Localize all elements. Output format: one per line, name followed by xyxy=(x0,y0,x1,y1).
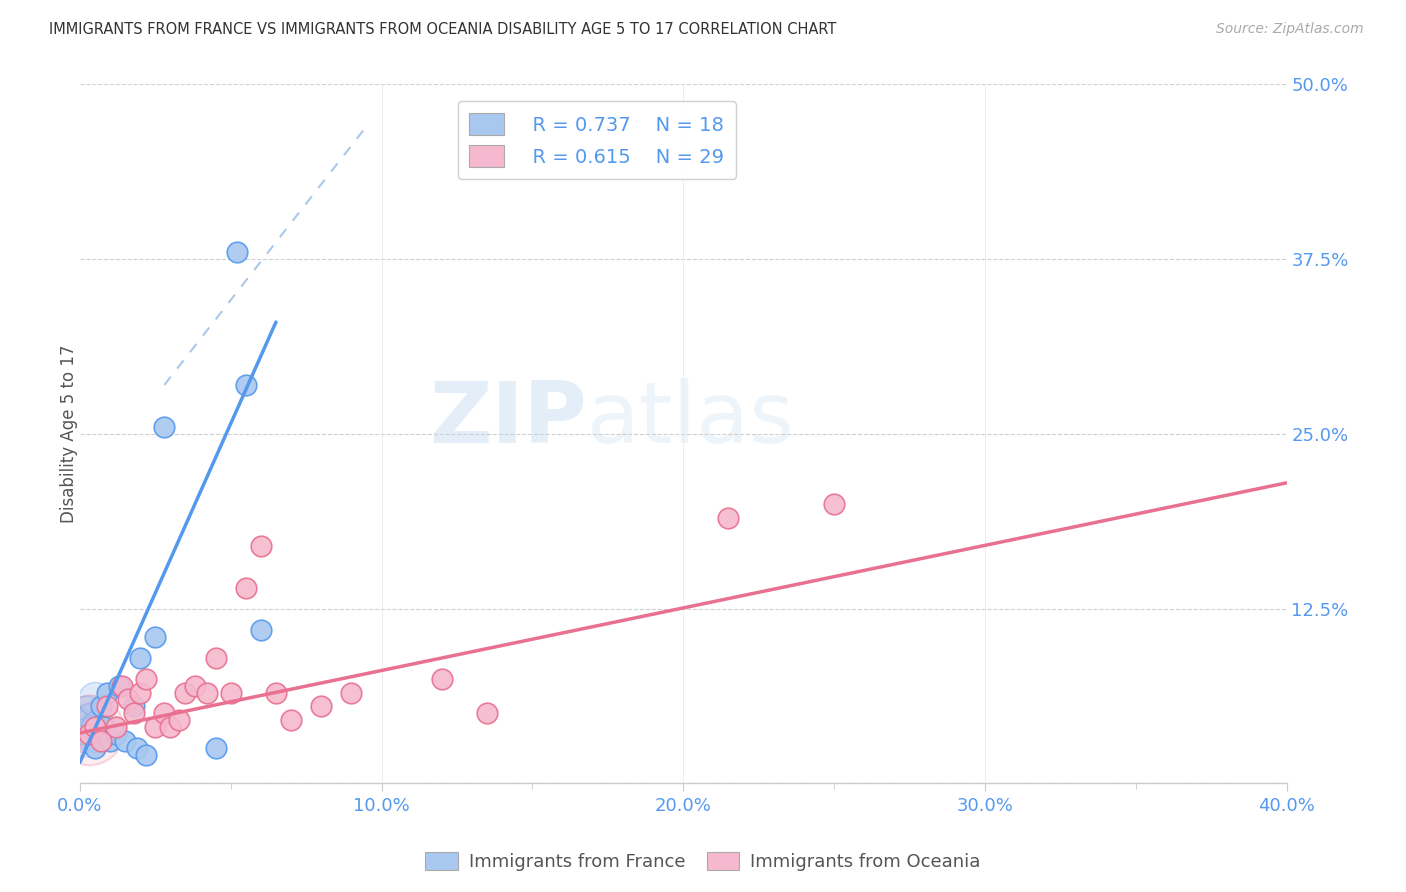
Legend:   R = 0.737    N = 18,   R = 0.615    N = 29: R = 0.737 N = 18, R = 0.615 N = 29 xyxy=(457,101,735,179)
Point xyxy=(195,685,218,699)
Point xyxy=(77,723,100,738)
Text: IMMIGRANTS FROM FRANCE VS IMMIGRANTS FROM OCEANIA DISABILITY AGE 5 TO 17 CORRELA: IMMIGRANTS FROM FRANCE VS IMMIGRANTS FRO… xyxy=(49,22,837,37)
Point xyxy=(77,727,100,741)
Point xyxy=(280,714,302,728)
Point xyxy=(219,685,242,699)
Point xyxy=(122,706,145,721)
Point xyxy=(143,630,166,644)
Point xyxy=(153,420,176,434)
Point xyxy=(183,679,205,693)
Point xyxy=(96,699,118,714)
Point xyxy=(135,672,157,686)
Point xyxy=(84,741,107,756)
Point xyxy=(84,727,107,741)
Point xyxy=(717,510,740,524)
Point xyxy=(153,706,176,721)
Y-axis label: Disability Age 5 to 17: Disability Age 5 to 17 xyxy=(60,344,77,523)
Point xyxy=(122,699,145,714)
Point xyxy=(84,692,107,706)
Point xyxy=(75,727,97,741)
Text: ZIP: ZIP xyxy=(429,378,586,461)
Point xyxy=(108,679,131,693)
Point xyxy=(114,734,136,748)
Point xyxy=(129,685,152,699)
Point xyxy=(117,692,139,706)
Point xyxy=(309,699,332,714)
Point xyxy=(169,714,191,728)
Point xyxy=(430,672,453,686)
Point xyxy=(250,539,273,553)
Point xyxy=(80,714,103,728)
Point xyxy=(127,741,149,756)
Text: atlas: atlas xyxy=(586,378,794,461)
Point xyxy=(823,497,845,511)
Legend: Immigrants from France, Immigrants from Oceania: Immigrants from France, Immigrants from … xyxy=(418,845,988,879)
Point xyxy=(72,721,94,735)
Point xyxy=(475,706,498,721)
Point xyxy=(77,706,100,721)
Point xyxy=(204,650,226,665)
Point xyxy=(225,245,247,260)
Point xyxy=(174,685,197,699)
Point xyxy=(72,721,94,735)
Text: Source: ZipAtlas.com: Source: ZipAtlas.com xyxy=(1216,22,1364,37)
Point xyxy=(129,650,152,665)
Point xyxy=(90,699,112,714)
Point xyxy=(87,721,110,735)
Point xyxy=(77,727,100,741)
Point xyxy=(204,741,226,756)
Point xyxy=(77,723,100,738)
Point xyxy=(93,721,115,735)
Point xyxy=(111,679,134,693)
Point xyxy=(250,623,273,637)
Point xyxy=(80,714,103,728)
Point xyxy=(235,581,257,595)
Point xyxy=(159,721,181,735)
Point xyxy=(264,685,287,699)
Point xyxy=(96,685,118,699)
Point xyxy=(135,748,157,763)
Point xyxy=(98,734,121,748)
Point xyxy=(143,721,166,735)
Point xyxy=(84,721,107,735)
Point xyxy=(340,685,363,699)
Point xyxy=(75,706,97,721)
Point xyxy=(105,721,128,735)
Point xyxy=(105,727,128,741)
Point xyxy=(235,378,257,392)
Point xyxy=(90,734,112,748)
